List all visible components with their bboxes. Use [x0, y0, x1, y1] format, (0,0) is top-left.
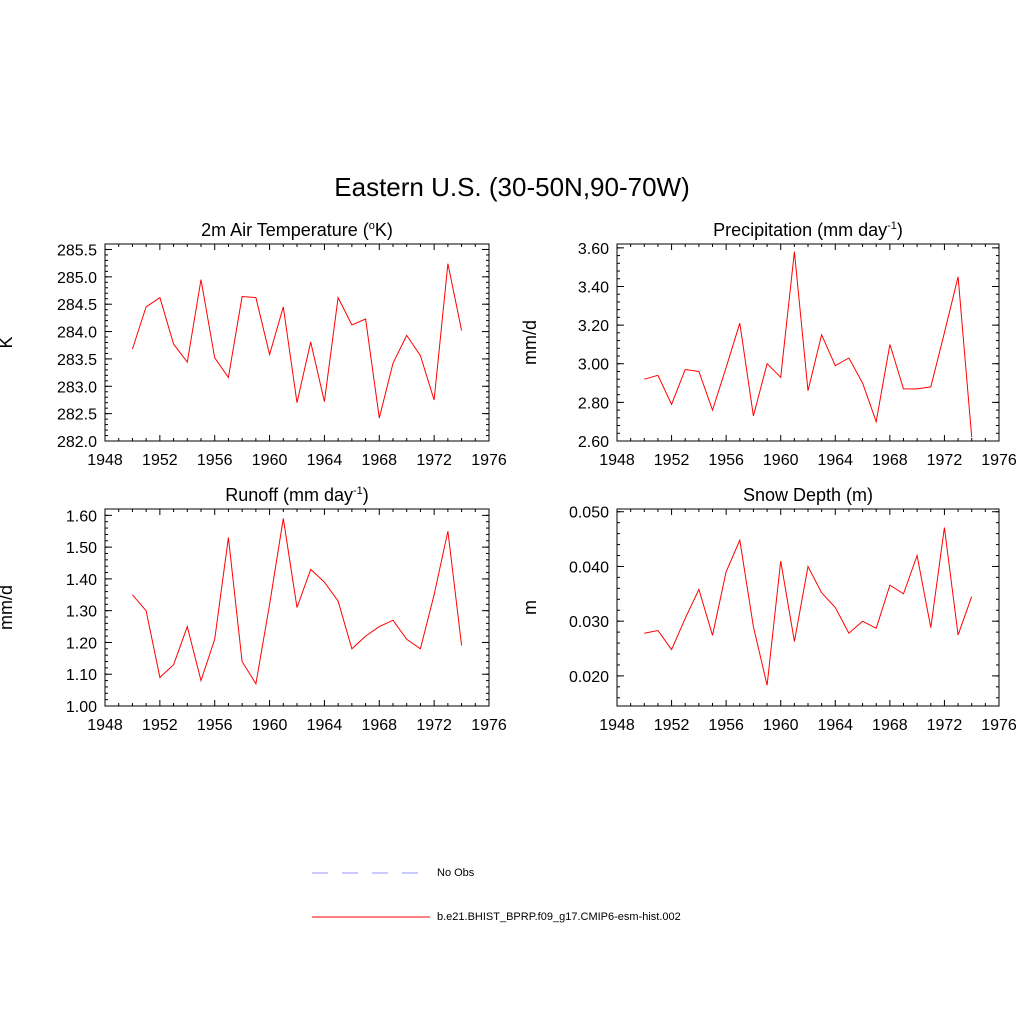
x-tick-label: 1964 — [817, 717, 853, 734]
x-tick-label: 1952 — [142, 452, 178, 469]
x-tick-label: 1976 — [471, 452, 507, 469]
panel-title: Runoff (mm day-1) — [225, 485, 369, 505]
x-tick-label: 1968 — [361, 717, 397, 734]
y-tick-label: 1.10 — [66, 667, 97, 684]
panel-title: 2m Air Temperature (oK) — [201, 220, 393, 240]
y-tick-label: 3.60 — [578, 241, 609, 258]
x-tick-label: 1956 — [708, 452, 744, 469]
panel-temperature: 1948 1952 1956 1960 1964 1968 1972 1976 282.0 282… — [0, 220, 507, 469]
x-tick-label: 1956 — [197, 452, 233, 469]
y-tick-label: 1.40 — [66, 572, 97, 589]
panel-title-main: Precipitation (mm day — [713, 220, 887, 240]
y-tick-label: 0.030 — [569, 614, 609, 631]
figure-title: Eastern U.S. (30-50N,90-70W) — [334, 172, 689, 202]
x-tick-label: 1964 — [817, 452, 853, 469]
x-tick-label: 1972 — [927, 717, 963, 734]
x-tick-label: 1960 — [252, 452, 288, 469]
panel-snow-depth: 1948 1952 1956 1960 1964 1968 1972 1976 0.020 0.0… — [520, 485, 1017, 734]
x-tick-label: 1952 — [654, 452, 690, 469]
x-tick-label: 1964 — [307, 717, 343, 734]
y-tick-label: 282.5 — [57, 407, 97, 424]
y-tick-label: 3.20 — [578, 318, 609, 335]
x-tick-label: 1960 — [252, 717, 288, 734]
y-tick-label: 284.0 — [57, 325, 97, 342]
x-tick-label: 1948 — [599, 717, 635, 734]
panels: 1948 1952 1956 1960 1964 1968 1972 1976 282.0 282… — [0, 220, 1017, 734]
x-tick-label: 1956 — [708, 717, 744, 734]
panel-precipitation: 1948 1952 1956 1960 1964 1968 1972 1976 2.60 2.80… — [520, 220, 1017, 469]
x-tick-label: 1956 — [197, 717, 233, 734]
panel-title-superscript: -1 — [353, 485, 363, 497]
x-tick-label: 1976 — [471, 717, 507, 734]
x-tick-label: 1976 — [981, 717, 1017, 734]
y-tick-label: 3.40 — [578, 279, 609, 296]
x-tick-label: 1968 — [361, 452, 397, 469]
x-tick-label: 1960 — [763, 717, 799, 734]
y-tick-label: 282.0 — [57, 434, 97, 451]
series-line — [644, 527, 973, 686]
y-axis-label: K — [0, 336, 16, 348]
panel-title-superscript: o — [369, 220, 375, 232]
x-tick-label: 1964 — [307, 452, 343, 469]
panel-title-tail: K) — [375, 220, 393, 240]
y-tick-label: 0.020 — [569, 669, 609, 686]
y-tick-label: 3.00 — [578, 357, 609, 374]
y-tick-label: 2.60 — [578, 434, 609, 451]
series-line — [644, 251, 973, 438]
panel-title-main: 2m Air Temperature ( — [201, 220, 369, 240]
panel-title-superscript: -1 — [887, 220, 897, 232]
x-tick-label: 1972 — [416, 452, 452, 469]
y-tick-label: 1.30 — [66, 604, 97, 621]
y-tick-label: 1.60 — [66, 508, 97, 525]
legend — [312, 872, 430, 918]
panel-title-tail: ) — [363, 485, 369, 505]
y-tick-label: 1.50 — [66, 540, 97, 557]
x-tick-label: 1960 — [763, 452, 799, 469]
plot-frame — [104, 243, 490, 442]
y-tick-label: 283.5 — [57, 352, 97, 369]
panel-title-tail: ) — [897, 220, 903, 240]
y-axis-label: m — [520, 600, 540, 615]
y-tick-label: 283.0 — [57, 379, 97, 396]
y-tick-label: 1.00 — [66, 699, 97, 716]
series-line — [131, 263, 463, 419]
x-tick-label: 1976 — [981, 452, 1017, 469]
x-tick-label: 1952 — [654, 717, 690, 734]
y-tick-label: 1.20 — [66, 635, 97, 652]
panel-title-main: Snow Depth (m) — [743, 485, 873, 505]
x-tick-label: 1948 — [87, 452, 123, 469]
y-axis-label: mm/d — [0, 585, 16, 630]
x-tick-label: 1948 — [87, 717, 123, 734]
x-tick-label: 1968 — [872, 452, 908, 469]
y-tick-label: 285.0 — [57, 270, 97, 287]
panel-runoff: 1948 1952 1956 1960 1964 1968 1972 1976 1.00 1.10… — [0, 485, 507, 734]
panel-title: Precipitation (mm day-1) — [713, 220, 903, 240]
x-tick-label: 1948 — [599, 452, 635, 469]
panel-title: Snow Depth (m) — [743, 485, 873, 505]
y-tick-label: 284.5 — [57, 297, 97, 314]
legend-label-model-run: b.e21.BHIST_BPRP.f09_g17.CMIP6-esm-hist.… — [437, 911, 681, 923]
x-tick-label: 1972 — [416, 717, 452, 734]
y-tick-label: 2.80 — [578, 395, 609, 412]
x-tick-label: 1972 — [927, 452, 963, 469]
panel-title-main: Runoff (mm day — [225, 485, 353, 505]
legend-label-no-obs: No Obs — [437, 867, 475, 879]
y-axis-label: mm/d — [520, 320, 540, 365]
x-tick-label: 1952 — [142, 717, 178, 734]
y-tick-label: 0.040 — [569, 559, 609, 576]
y-tick-label: 285.5 — [57, 242, 97, 259]
x-tick-label: 1968 — [872, 717, 908, 734]
series-line — [132, 518, 463, 686]
plot-frame — [616, 508, 1000, 707]
y-tick-label: 0.050 — [569, 505, 609, 522]
